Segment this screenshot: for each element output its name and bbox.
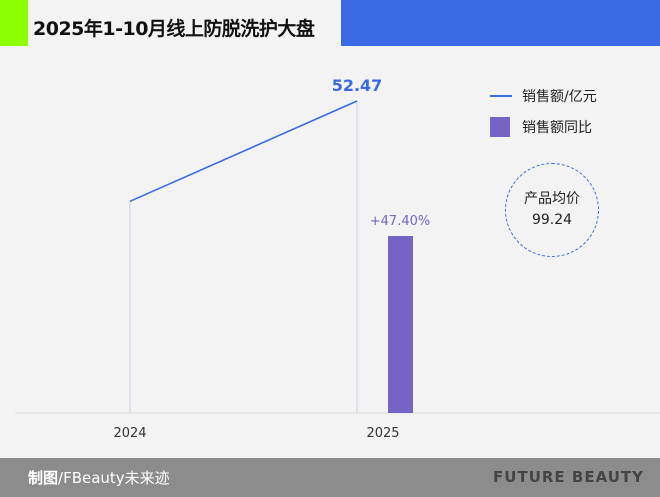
credit-text: /FBeauty未来迹 [58, 469, 170, 487]
x-tick-label: 2024 [113, 426, 146, 441]
header-accent-blue [341, 0, 660, 46]
legend-label: 销售额/亿元 [522, 89, 597, 105]
avg-price-label: 产品均价 [524, 191, 580, 207]
header-accent-green [0, 0, 28, 46]
credit: 制图/FBeauty未来迹 [28, 467, 170, 488]
line-swatch-icon [490, 95, 512, 97]
chart: 52.47 +47.40% 2024 2025 [15, 76, 660, 441]
legend-label: 销售额同比 [522, 120, 592, 136]
bar-swatch-icon [490, 117, 510, 137]
credit-bold: 制图 [28, 469, 59, 487]
page-title: 2025年1-10月线上防脱洗护大盘 [33, 18, 315, 40]
footer: 制图/FBeauty未来迹 FUTURE BEAUTY [0, 458, 660, 497]
yoy-bar [388, 236, 413, 413]
avg-price-badge: 产品均价 99.24 [505, 163, 599, 257]
legend-item-line: 销售额/亿元 [490, 86, 597, 106]
x-tick-label: 2025 [366, 426, 399, 441]
legend-item-bar: 销售额同比 [490, 117, 592, 137]
sales-line [129, 100, 358, 203]
brand-logo: FUTURE BEAUTY [493, 468, 644, 486]
avg-price-value: 99.24 [531, 212, 573, 228]
line-data-label: 52.47 [332, 76, 383, 95]
bar-data-label: +47.40% [370, 214, 430, 229]
